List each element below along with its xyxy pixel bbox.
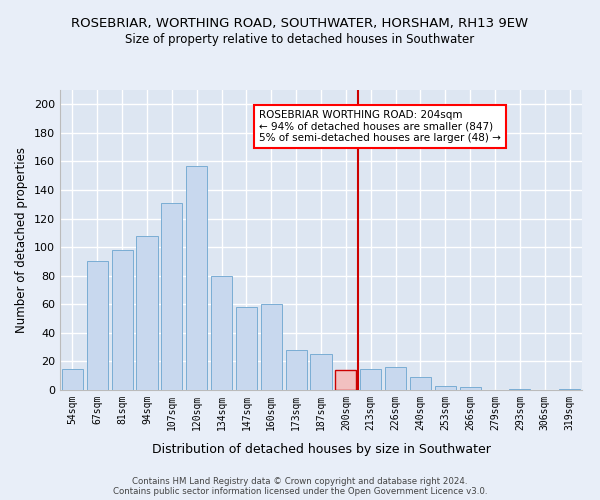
Bar	[360, 368, 381, 390]
Text: ROSEBRIAR WORTHING ROAD: 204sqm
← 94% of detached houses are smaller (847)
5% of: ROSEBRIAR WORTHING ROAD: 204sqm ← 94% of…	[259, 110, 501, 143]
Bar	[286, 350, 307, 390]
Y-axis label: Number of detached properties: Number of detached properties	[16, 147, 28, 333]
Bar	[112, 250, 133, 390]
Text: ROSEBRIAR, WORTHING ROAD, SOUTHWATER, HORSHAM, RH13 9EW: ROSEBRIAR, WORTHING ROAD, SOUTHWATER, HO…	[71, 18, 529, 30]
Bar	[435, 386, 456, 390]
Bar	[161, 203, 182, 390]
Bar	[385, 367, 406, 390]
Bar	[261, 304, 282, 390]
Bar	[410, 377, 431, 390]
Text: Distribution of detached houses by size in Southwater: Distribution of detached houses by size …	[152, 442, 490, 456]
Bar	[186, 166, 207, 390]
Bar	[62, 368, 83, 390]
Bar	[211, 276, 232, 390]
Bar	[509, 388, 530, 390]
Bar	[136, 236, 158, 390]
Text: Size of property relative to detached houses in Southwater: Size of property relative to detached ho…	[125, 32, 475, 46]
Bar	[236, 307, 257, 390]
Bar	[310, 354, 332, 390]
Bar	[559, 388, 580, 390]
Bar	[87, 262, 108, 390]
Bar	[335, 370, 356, 390]
Bar	[460, 387, 481, 390]
Text: Contains public sector information licensed under the Open Government Licence v3: Contains public sector information licen…	[113, 488, 487, 496]
Text: Contains HM Land Registry data © Crown copyright and database right 2024.: Contains HM Land Registry data © Crown c…	[132, 478, 468, 486]
